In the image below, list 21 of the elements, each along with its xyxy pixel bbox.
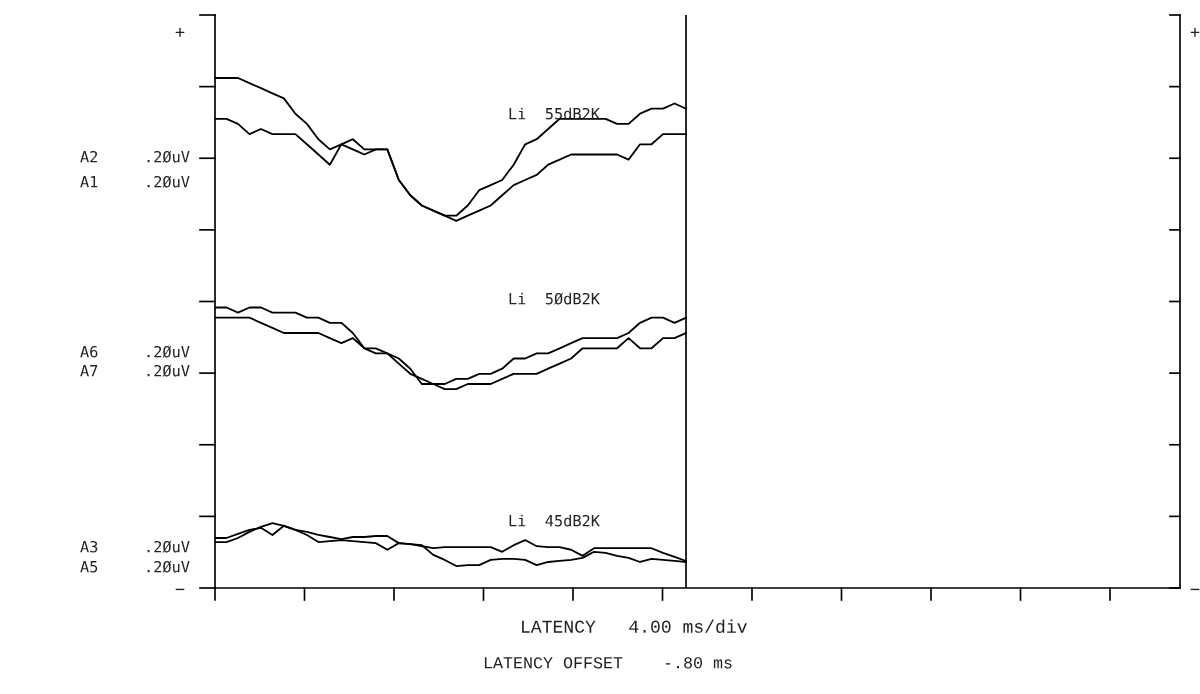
text: − (175, 588, 185, 591)
text: .2ØuV (147, 540, 190, 553)
text: A2 (80, 150, 98, 163)
text: A5 (80, 561, 98, 573)
text: + (175, 28, 185, 37)
annotation: Li 45dB2K (509, 514, 600, 527)
text: A3 (80, 540, 98, 553)
text: .2ØuV (147, 150, 190, 163)
text: LATENCY 4.00 ms/div (522, 619, 747, 633)
text: A1 (80, 176, 98, 188)
text: .2ØuV (147, 364, 190, 377)
text: .2ØuV (147, 345, 190, 358)
annotation: Li 5ØdB2K (509, 292, 600, 305)
text: + (1190, 28, 1200, 37)
text: A6 (80, 345, 98, 358)
text: A7 (80, 365, 98, 377)
text: − (1190, 588, 1200, 591)
text: .2ØuV (147, 175, 190, 188)
annotation: Li 55dB2K (509, 107, 600, 120)
text: LATENCY OFFSET -.80 ms (484, 657, 732, 669)
text: .2ØuV (147, 560, 190, 573)
